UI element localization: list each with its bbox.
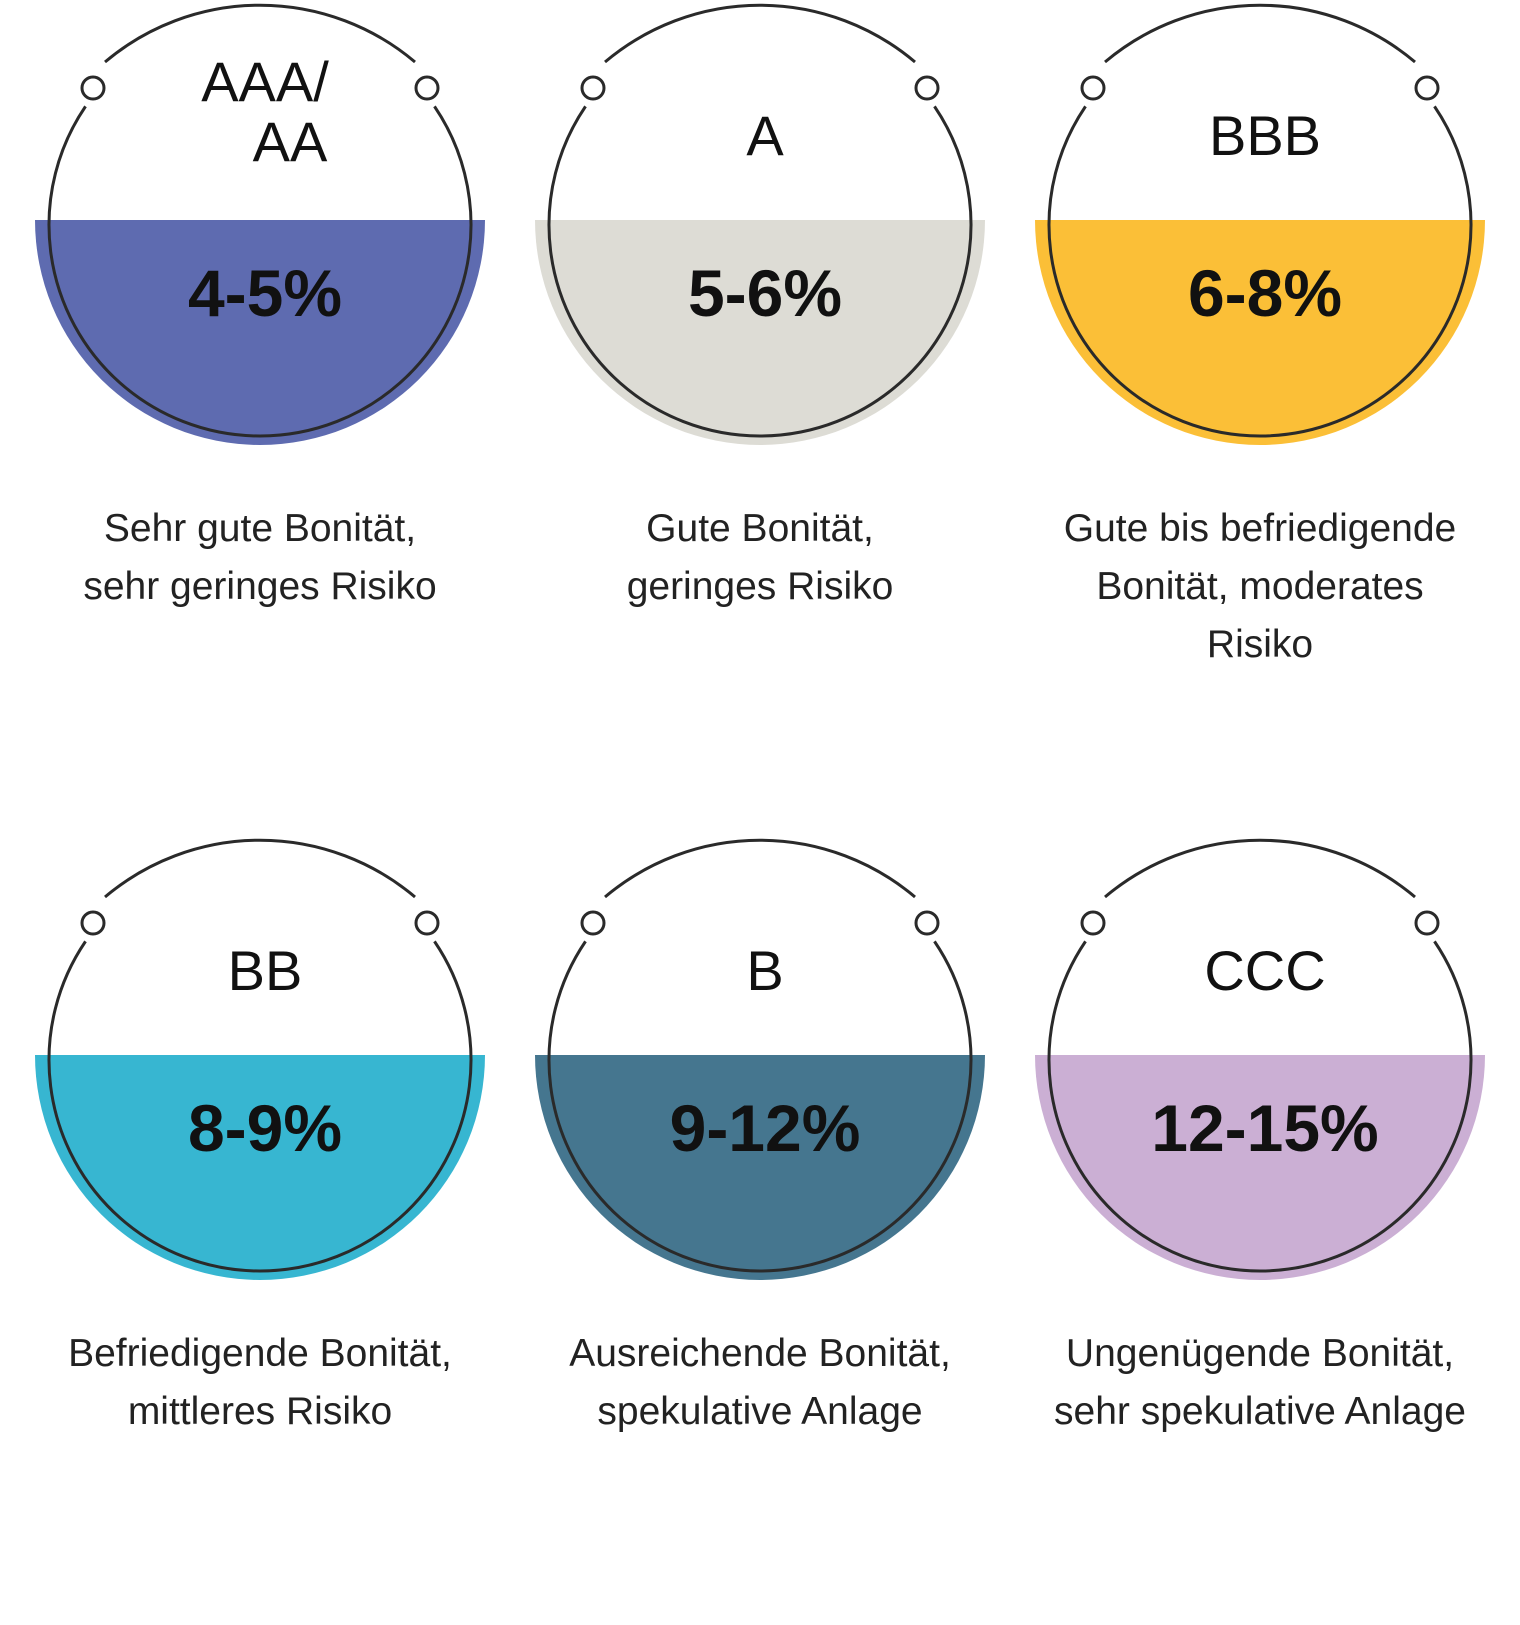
- rating-description: Ungenügende Bonität, sehr spekulative Anl…: [1030, 1325, 1490, 1441]
- rating-gauge: [535, 3, 985, 445]
- circle-outline: [1047, 105, 1473, 438]
- rating-label: A: [746, 104, 784, 167]
- yield-value: 6-8%: [1187, 256, 1343, 330]
- rating-card: BB 8-9%: [35, 838, 495, 1280]
- rating-label: B: [746, 939, 784, 1002]
- description-line: geringes Risiko: [626, 565, 894, 608]
- description-line: Ungenügende Bonität,: [1065, 1332, 1455, 1375]
- colored-half-fill: [535, 220, 985, 445]
- rating-label: CCC: [1204, 939, 1326, 1002]
- description-line: Ausreichende Bonität,: [569, 1332, 951, 1375]
- circle-outline: [547, 105, 973, 438]
- description-line: Gute Bonität,: [646, 507, 874, 550]
- left-ring-icon: [580, 910, 606, 936]
- rating-description: Gute Bonität, geringes Risiko: [530, 500, 990, 616]
- yield-value: 12-15%: [1151, 1091, 1379, 1165]
- description-line: mittleres Risiko: [127, 1390, 393, 1433]
- description-line: spekulative Anlage: [597, 1390, 923, 1433]
- rating-gauge: [1035, 3, 1485, 445]
- left-ring-icon: [80, 75, 106, 101]
- top-arc: [604, 3, 916, 64]
- rating-label-line: AAA/: [201, 50, 329, 113]
- left-ring-icon: [580, 75, 606, 101]
- rating-card: B 9-12%: [535, 838, 995, 1280]
- rating-label: AAA/AA: [35, 52, 495, 172]
- top-arc: [604, 838, 916, 899]
- left-ring-icon: [80, 910, 106, 936]
- right-ring-icon: [1414, 75, 1440, 101]
- rating-description: Sehr gute Bonität, sehr geringes Risiko: [30, 500, 490, 616]
- circle-outline: [547, 940, 973, 1273]
- right-ring-icon: [914, 910, 940, 936]
- right-ring-icon: [414, 75, 440, 101]
- rating-gauge: [35, 838, 485, 1280]
- rating-card: A 5-6%: [535, 3, 995, 445]
- top-arc: [104, 3, 416, 64]
- description-line: Befriedigende Bonität,: [68, 1332, 452, 1375]
- rating-card: AAA/AA 4-5%: [35, 3, 495, 445]
- rating-card: CCC 12-15%: [1035, 838, 1495, 1280]
- rating-gauge: [1035, 838, 1485, 1280]
- rating-description: Befriedigende Bonität, mittleres Risiko: [30, 1325, 490, 1441]
- circle-outline: [47, 105, 473, 438]
- circle-outline: [47, 940, 473, 1273]
- rating-label-line: AA: [252, 110, 328, 173]
- rating-gauge: [35, 3, 485, 445]
- left-ring-icon: [1080, 75, 1106, 101]
- rating-description: Ausreichende Bonität, spekulative Anlage: [530, 1325, 990, 1441]
- rating-label: BBB: [1208, 104, 1322, 167]
- top-arc: [104, 838, 416, 899]
- rating-gauge: [535, 838, 985, 1280]
- right-ring-icon: [1414, 910, 1440, 936]
- top-arc: [1104, 3, 1416, 64]
- yield-value: 4-5%: [187, 256, 343, 330]
- right-ring-icon: [414, 910, 440, 936]
- description-line: Bonität, moderates: [1096, 565, 1424, 608]
- colored-half-fill: [1035, 1055, 1485, 1280]
- description-line: sehr spekulative Anlage: [1054, 1390, 1466, 1433]
- top-arc: [1104, 838, 1416, 899]
- colored-half-fill: [1035, 220, 1485, 445]
- colored-half-fill: [35, 220, 485, 445]
- rating-description: Gute bis befriedigende Bonität, moderates…: [1030, 500, 1490, 674]
- yield-value: 8-9%: [187, 1091, 343, 1165]
- description-line: sehr geringes Risiko: [83, 565, 437, 608]
- colored-half-fill: [535, 1055, 985, 1280]
- rating-label: BB: [227, 939, 303, 1002]
- description-line: Gute bis befriedigende: [1063, 507, 1457, 550]
- description-line: Sehr gute Bonität,: [103, 507, 417, 550]
- right-ring-icon: [914, 75, 940, 101]
- left-ring-icon: [1080, 910, 1106, 936]
- rating-card: BBB 6-8%: [1035, 3, 1495, 445]
- description-line: Risiko: [1206, 623, 1314, 666]
- yield-value: 5-6%: [687, 256, 843, 330]
- yield-value: 9-12%: [669, 1091, 861, 1165]
- colored-half-fill: [35, 1055, 485, 1280]
- circle-outline: [1047, 940, 1473, 1273]
